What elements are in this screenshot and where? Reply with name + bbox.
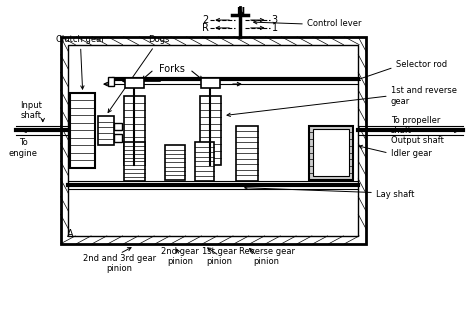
Text: R: R <box>201 23 209 33</box>
Bar <box>98 116 114 145</box>
Text: To propeller
shaft: To propeller shaft <box>391 116 440 135</box>
Text: Input
shaft: Input shaft <box>20 101 42 120</box>
Bar <box>114 134 122 142</box>
Bar <box>124 96 146 165</box>
Text: Output shaft: Output shaft <box>391 136 444 145</box>
Text: Dogs: Dogs <box>108 35 170 112</box>
Text: Clutch gear: Clutch gear <box>56 35 105 89</box>
Bar <box>114 123 122 130</box>
Text: A: A <box>67 229 73 239</box>
Text: 2nd and 3rd gear
pinion: 2nd and 3rd gear pinion <box>83 254 156 273</box>
Bar <box>124 142 146 181</box>
Bar <box>309 126 353 180</box>
Bar <box>71 93 95 168</box>
Text: N: N <box>236 7 244 17</box>
Text: Selector rod: Selector rod <box>396 60 447 69</box>
Text: Forks: Forks <box>159 64 185 74</box>
Text: To
engine: To engine <box>9 138 37 158</box>
Bar <box>236 126 258 181</box>
Text: 1st gear
pinion: 1st gear pinion <box>202 247 237 266</box>
Bar <box>125 78 144 88</box>
Text: Control lever: Control lever <box>307 20 362 28</box>
Bar <box>165 145 185 180</box>
Text: 2nd gear
pinion: 2nd gear pinion <box>161 247 199 266</box>
Bar <box>195 142 214 181</box>
Text: 3: 3 <box>272 15 278 25</box>
Bar <box>313 129 349 176</box>
Text: Reverse gear
pinion: Reverse gear pinion <box>238 247 294 266</box>
Text: Lay shaft: Lay shaft <box>376 190 414 199</box>
Text: Idler gear: Idler gear <box>391 149 432 157</box>
Bar <box>61 37 366 244</box>
Bar <box>68 45 358 236</box>
Text: 1st and reverse
gear: 1st and reverse gear <box>391 86 457 106</box>
Text: 2: 2 <box>202 15 209 25</box>
Bar <box>200 96 221 165</box>
Bar <box>201 78 220 88</box>
Bar <box>108 77 114 86</box>
Text: 1: 1 <box>272 23 278 33</box>
